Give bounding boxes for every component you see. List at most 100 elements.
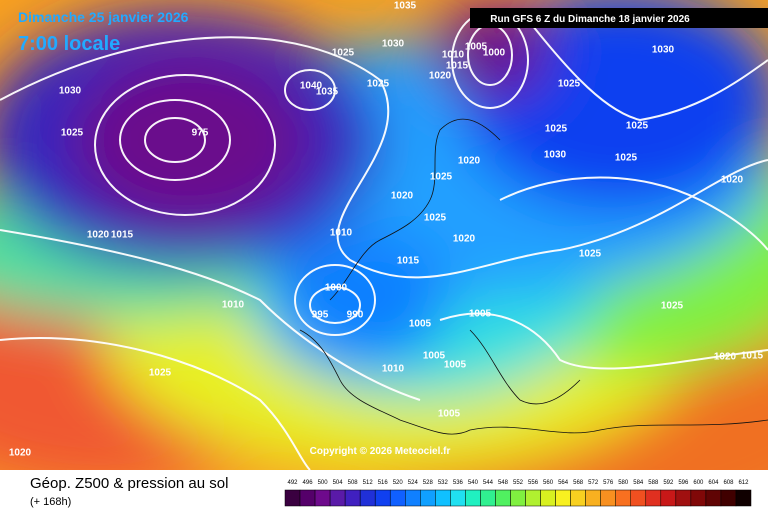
scale-label: 492 — [288, 480, 299, 486]
isobar-label: 1025 — [615, 153, 638, 164]
isobar-label: 1025 — [61, 128, 84, 139]
scale-swatch — [420, 489, 436, 507]
isobar-label: 1015 — [397, 256, 420, 267]
scale-swatch — [510, 489, 526, 507]
isobar-label: 1005 — [438, 409, 461, 420]
scale-label: 504 — [333, 480, 344, 486]
run-box — [470, 8, 768, 28]
valid-date: Dimanche 25 janvier 2026 — [18, 9, 189, 25]
scale-label: 612 — [738, 480, 749, 486]
scale-swatch — [615, 489, 631, 507]
scale-swatch — [359, 489, 376, 507]
isobar-label: 1020 — [721, 175, 744, 186]
scale-swatch — [525, 489, 541, 507]
isobar-label: 1020 — [87, 230, 110, 241]
scale-swatch — [600, 489, 616, 507]
isobar-label: 1010 — [330, 228, 353, 239]
scale-swatch — [344, 489, 361, 507]
scale-label: 520 — [393, 480, 404, 486]
isobar-label: 1005 — [423, 351, 446, 362]
isobar-label: 1015 — [446, 61, 469, 72]
isobar-label: 1030 — [59, 86, 82, 97]
scale-label: 500 — [318, 480, 329, 486]
isobars — [0, 9, 768, 470]
isobar-label: 1020 — [458, 156, 481, 167]
isobar-label: 1025 — [332, 48, 355, 59]
scale-swatch — [720, 489, 737, 507]
scale-label: 600 — [693, 480, 704, 486]
scale-swatch — [389, 489, 406, 507]
scale-swatch — [450, 489, 466, 507]
isobar-label: 1030 — [382, 39, 405, 50]
coastlines — [299, 118, 768, 435]
scale-swatch — [690, 489, 707, 507]
run-info: Run GFS 6 Z du Dimanche 18 janvier 2026 — [490, 14, 690, 25]
scale-label: 528 — [423, 480, 434, 486]
scale-swatch — [314, 489, 331, 507]
scale-swatch — [465, 489, 481, 507]
color-scale: 492 496 500 504 508 512 516 520 524 528 532 536 540 5… — [284, 480, 752, 507]
isobar-label: 1010 — [442, 50, 465, 61]
scale-swatch — [585, 489, 601, 507]
scale-label: 608 — [723, 480, 734, 486]
copyright: Copyright © 2026 Meteociel.fr — [310, 446, 451, 457]
isobar-label: 1025 — [661, 301, 684, 312]
scale-label: 560 — [543, 480, 554, 486]
isobar-label: 1025 — [367, 79, 390, 90]
scale-swatch — [284, 489, 301, 507]
isobar-label: 1000 — [325, 283, 348, 294]
scale-swatch — [435, 489, 451, 507]
isobar-label: 1025 — [424, 213, 447, 224]
scale-label: 516 — [378, 480, 389, 486]
isobar-label: 1020 — [391, 191, 414, 202]
isobar-label: 1010 — [382, 364, 405, 375]
scale-label: 508 — [348, 480, 359, 486]
footer-title: Géop. Z500 & pression au sol — [30, 475, 228, 492]
isobar-label: 1020 — [453, 234, 476, 245]
isobar-label: 1025 — [579, 249, 602, 260]
scale-label: 540 — [468, 480, 479, 486]
isobar-label: 1030 — [652, 45, 675, 56]
isobar-label: 1020 — [9, 448, 32, 459]
scale-label: 532 — [438, 480, 449, 486]
scale-swatch — [299, 489, 316, 507]
isobar-label: 990 — [347, 310, 364, 321]
isobar-label: 1020 — [429, 71, 452, 82]
isobar-label: 1005 — [465, 42, 488, 53]
scale-swatch — [495, 489, 511, 507]
scale-label: 536 — [453, 480, 464, 486]
isobar-label: 995 — [312, 310, 329, 321]
scale-swatch — [675, 489, 692, 507]
scale-label: 572 — [588, 480, 599, 486]
isobar-label: 1015 — [111, 230, 134, 241]
scale-swatch — [735, 489, 752, 507]
isobar-label: 1035 — [394, 1, 417, 12]
isobar-label: 1025 — [430, 172, 453, 183]
scale-label: 604 — [708, 480, 719, 486]
footer-lead: (+ 168h) — [30, 496, 71, 508]
isobar-label: 1035 — [316, 87, 339, 98]
scale-swatch — [329, 489, 346, 507]
isobar-label: 1025 — [545, 124, 568, 135]
scale-label: 584 — [633, 480, 644, 486]
scale-swatch — [555, 489, 571, 507]
scale-label: 496 — [303, 480, 314, 486]
scale-swatch — [570, 489, 586, 507]
isobar-label: 1025 — [149, 368, 172, 379]
scale-label: 564 — [558, 480, 569, 486]
scale-label: 552 — [513, 480, 524, 486]
isobar-label: 1000 — [483, 48, 506, 59]
scale-label: 580 — [618, 480, 629, 486]
local-time: 7:00 locale — [18, 33, 120, 55]
scale-label: 544 — [483, 480, 494, 486]
isobar-label: 975 — [192, 128, 209, 139]
isobar-label: 1010 — [222, 300, 245, 311]
scale-label: 592 — [663, 480, 674, 486]
scale-label: 568 — [573, 480, 584, 486]
scale-label: 524 — [408, 480, 419, 486]
isobar-label: 1005 — [444, 360, 467, 371]
scale-swatch — [405, 489, 421, 507]
isobar-label: 1005 — [409, 319, 432, 330]
